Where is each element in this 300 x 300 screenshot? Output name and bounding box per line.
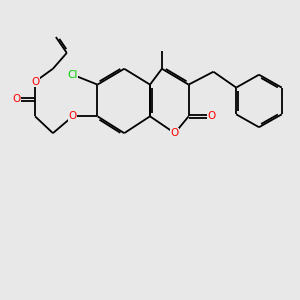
Text: O: O xyxy=(69,111,77,121)
Text: O: O xyxy=(12,94,20,104)
Text: O: O xyxy=(31,76,39,87)
Text: Cl: Cl xyxy=(68,70,78,80)
Text: O: O xyxy=(207,111,216,121)
Text: O: O xyxy=(171,128,179,138)
